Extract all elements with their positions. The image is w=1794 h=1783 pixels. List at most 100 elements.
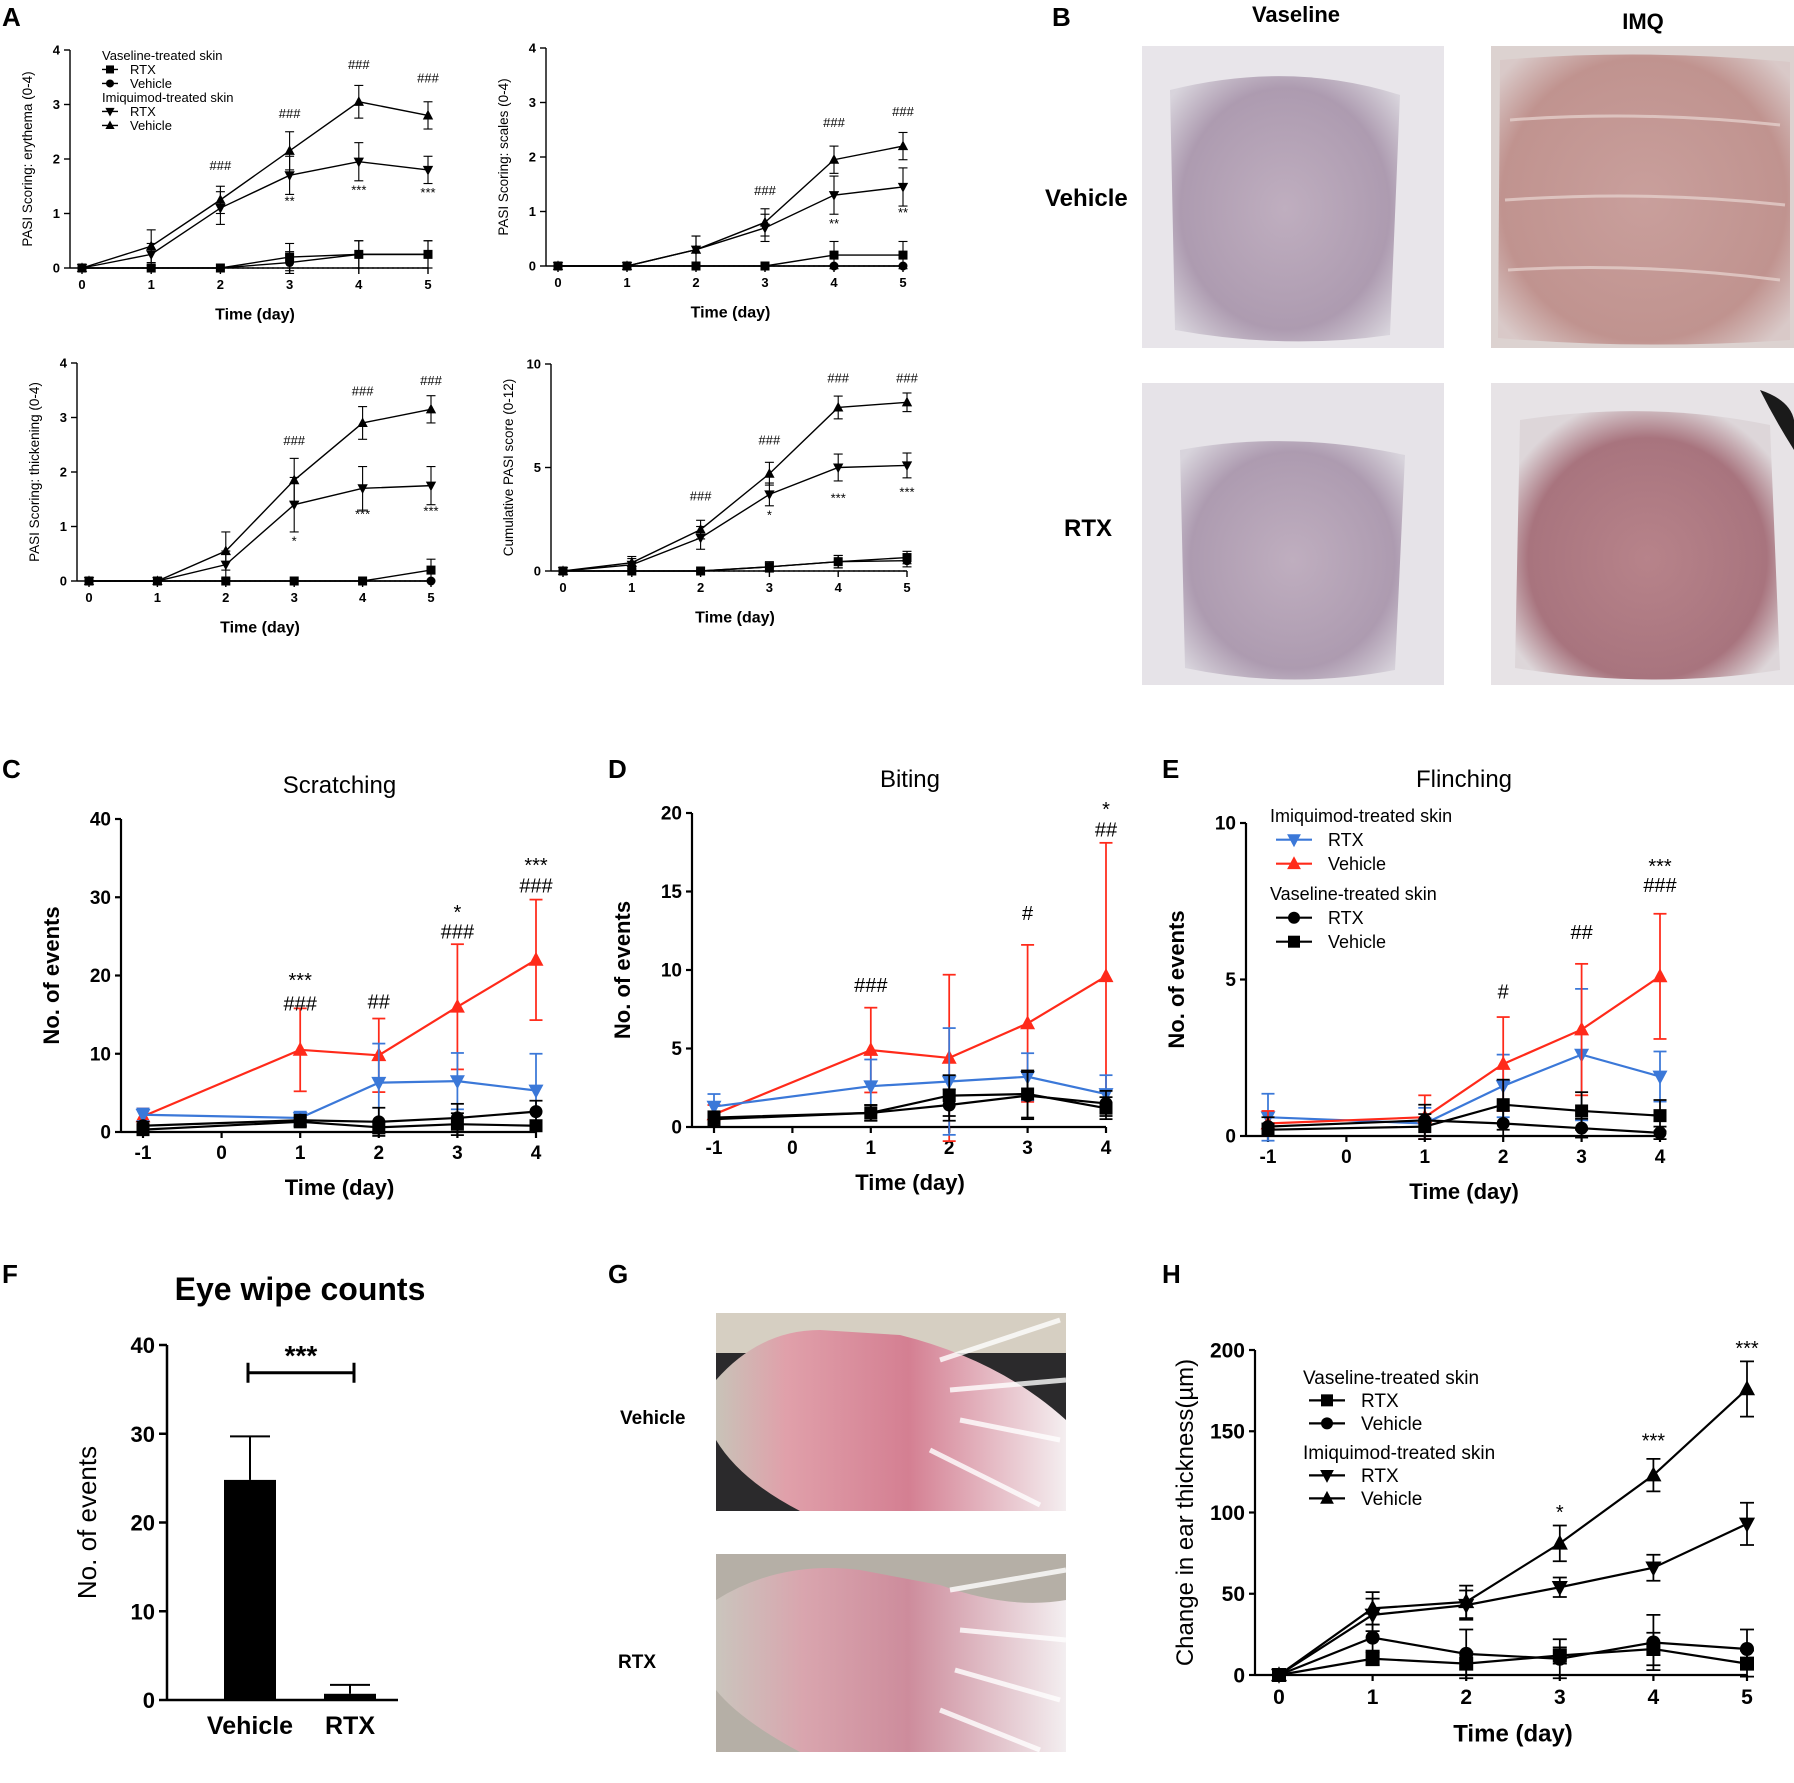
photo-imq-vehicle <box>1491 46 1794 348</box>
y-axis-label: No. of events <box>610 901 635 1039</box>
y-tick-label: 30 <box>90 888 111 909</box>
significance-label: ** <box>829 216 839 231</box>
y-tick-label: 5 <box>1225 970 1236 991</box>
x-axis-label: Time (day) <box>691 304 771 321</box>
series-tri-up <box>135 898 544 1126</box>
x-tick-label: 1 <box>866 1138 877 1159</box>
y-tick-label: 30 <box>131 1422 155 1447</box>
panel-letter-d: D <box>608 754 627 784</box>
chart-title: Biting <box>880 766 940 793</box>
data-point <box>1552 1651 1567 1666</box>
x-tick-label: 1 <box>148 277 155 292</box>
y-tick-label: 10 <box>527 357 541 372</box>
data-point <box>371 1076 387 1091</box>
data-point <box>901 461 913 472</box>
x-tick-label: 4 <box>830 275 838 290</box>
data-point <box>353 96 364 106</box>
y-tick-label: 200 <box>1210 1339 1245 1362</box>
photo-col-imq: IMQ <box>1622 9 1664 34</box>
x-tick-label: 1 <box>628 580 635 595</box>
x-tick-label: 0 <box>85 590 92 605</box>
data-point <box>1418 1120 1432 1134</box>
data-point <box>425 403 437 414</box>
x-tick-label: 3 <box>761 275 768 290</box>
chart-title: Flinching <box>1416 766 1512 793</box>
series-tri-down <box>83 465 437 587</box>
legend-marker <box>106 79 114 88</box>
data-point <box>1551 1580 1568 1596</box>
significance-label: ### <box>348 57 370 72</box>
data-point <box>695 523 706 534</box>
significance-label: ### <box>690 489 712 504</box>
x-tick-label: 5 <box>427 590 434 605</box>
data-point <box>449 998 465 1013</box>
data-point <box>707 1111 721 1125</box>
series-line <box>713 975 1107 1116</box>
legend: Vaseline-treated skinRTXVehicleImiquimod… <box>102 48 234 133</box>
y-tick-label: 0 <box>100 1123 111 1144</box>
y-tick-label: 0 <box>529 259 536 274</box>
data-point <box>422 109 434 120</box>
y-tick-label: 5 <box>534 460 541 475</box>
y-tick-label: 1 <box>53 206 60 221</box>
x-tick-label: -1 <box>135 1143 152 1164</box>
series-square <box>558 550 912 576</box>
series-line <box>1278 1636 1748 1677</box>
significance-label: *** <box>1642 1431 1666 1453</box>
data-point <box>292 1041 308 1056</box>
y-tick-label: 20 <box>90 966 111 987</box>
data-point <box>529 1105 543 1119</box>
significance-label: * <box>1102 799 1110 821</box>
significance-label: *** <box>351 182 366 197</box>
significance-label: ### <box>210 158 232 173</box>
panel-letter-b: B <box>1052 2 1071 32</box>
series-square <box>136 1112 543 1137</box>
data-point <box>557 565 569 576</box>
significance-label: # <box>1498 981 1510 1003</box>
x-axis-label: Time (day) <box>285 1175 395 1200</box>
data-point <box>1575 1104 1589 1118</box>
legend-label: RTX <box>130 104 156 119</box>
data-point <box>83 575 95 586</box>
legend-label: Vehicle <box>1361 1414 1422 1435</box>
data-point <box>833 557 843 567</box>
chart-biting: Biting 0 5 10 15 20 -1 0 1 2 3 4 Time (day) No. of ev… <box>610 766 1118 1195</box>
photo-imq-rtx <box>1491 383 1794 685</box>
y-tick-label: 4 <box>529 41 537 56</box>
data-point <box>136 1123 150 1137</box>
data-point <box>285 258 295 268</box>
x-tick-label: 4 <box>1655 1147 1666 1168</box>
chart-scales: 0 1 2 3 4 0 1 2 3 4 5 Time (day) PASI Scoring: scale… <box>496 41 915 322</box>
series-tri-up <box>83 395 437 586</box>
x-axis-label: Time (day) <box>855 1170 965 1195</box>
series-line <box>558 145 904 267</box>
y-tick-label: 40 <box>131 1333 155 1358</box>
series-tri-up <box>557 392 913 576</box>
series-square <box>1261 1078 1667 1141</box>
chart-eye-wipe: Eye wipe counts 0 10 20 30 40 No. of events Veh… <box>72 1271 425 1740</box>
y-tick-label: 10 <box>1215 814 1236 835</box>
y-tick-label: 2 <box>53 152 60 167</box>
y-tick-label: 0 <box>1225 1127 1236 1148</box>
legend-group-title: Vaseline-treated skin <box>102 48 222 63</box>
data-point <box>626 557 637 567</box>
significance-label: *** <box>420 185 435 200</box>
data-point <box>833 463 844 474</box>
data-point <box>1496 1098 1510 1112</box>
data-point <box>450 1117 464 1131</box>
significance-label: ### <box>420 373 442 388</box>
legend-marker <box>1321 1394 1333 1407</box>
x-tick-label: 1 <box>295 1143 306 1164</box>
series-line <box>81 101 429 269</box>
data-point <box>828 191 840 201</box>
series-line <box>562 401 908 572</box>
series-line <box>1267 1103 1661 1131</box>
data-point <box>1459 1646 1474 1661</box>
data-point <box>358 576 368 586</box>
series-tri-up <box>706 841 1114 1143</box>
significance-label: *** <box>289 970 313 992</box>
x-tick-label: 5 <box>899 275 906 290</box>
legend-marker <box>105 120 115 130</box>
data-point <box>529 1119 543 1133</box>
series-line <box>1267 975 1661 1125</box>
